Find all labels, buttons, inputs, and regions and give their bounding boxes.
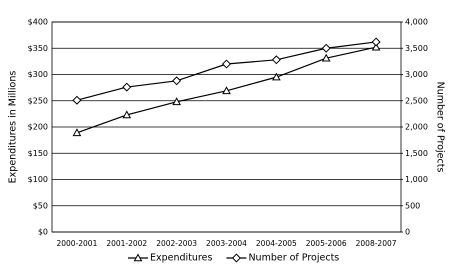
marker <box>122 110 132 119</box>
marker <box>371 37 381 47</box>
marker <box>172 97 181 106</box>
y2-tick-label: 3,500 <box>405 44 428 53</box>
marker <box>221 59 232 69</box>
marker <box>72 95 82 105</box>
marker <box>271 55 281 65</box>
x-tick-label: 2008-2007 <box>356 239 397 248</box>
y2-tick-label: 4,000 <box>405 18 428 27</box>
y-axis-label: Expenditures in Millions <box>8 71 19 184</box>
marker <box>72 128 82 137</box>
y2-tick-label: 0 <box>405 228 410 237</box>
x-tick-label: 2004-2005 <box>256 239 297 248</box>
y2-axis-label: Number of Projects <box>435 82 446 173</box>
y-tick-label: $100 <box>28 175 48 184</box>
y-tick-label: $0 <box>38 228 48 237</box>
x-tick-label: 2003-2004 <box>206 239 247 248</box>
marker <box>122 82 132 92</box>
y-tick-label: $250 <box>28 96 48 105</box>
y2-tick-label: 500 <box>405 201 420 210</box>
x-tick-label: 2000-2001 <box>56 239 97 248</box>
y2-tick-label: 2,000 <box>405 123 428 132</box>
legend-marker <box>133 253 143 262</box>
y-tick-label: $400 <box>28 18 48 27</box>
y2-tick-label: 1,000 <box>405 175 428 184</box>
marker <box>371 42 381 51</box>
marker <box>222 86 231 95</box>
y2-tick-label: 3,000 <box>405 70 428 79</box>
y-tick-label: $50 <box>33 201 48 210</box>
plot-frame <box>51 21 402 233</box>
legend-label: Expenditures <box>150 253 212 264</box>
legend-marker <box>231 253 241 263</box>
y2-tick-label: 1,500 <box>405 149 428 158</box>
x-tick-label: 2001-2002 <box>106 239 147 248</box>
marker <box>321 43 331 53</box>
x-tick-label: 2002-2003 <box>156 239 197 248</box>
marker <box>321 53 331 62</box>
marker <box>272 72 281 81</box>
legend-label: Number of Projects <box>248 253 339 264</box>
y2-tick-label: 2,500 <box>405 96 428 105</box>
y-tick-label: $300 <box>28 70 48 79</box>
y-tick-label: $150 <box>28 149 48 158</box>
y-tick-label: $200 <box>28 123 48 132</box>
marker <box>172 76 182 86</box>
x-tick-label: 2005-2006 <box>306 239 347 248</box>
y-tick-label: $350 <box>28 44 48 53</box>
